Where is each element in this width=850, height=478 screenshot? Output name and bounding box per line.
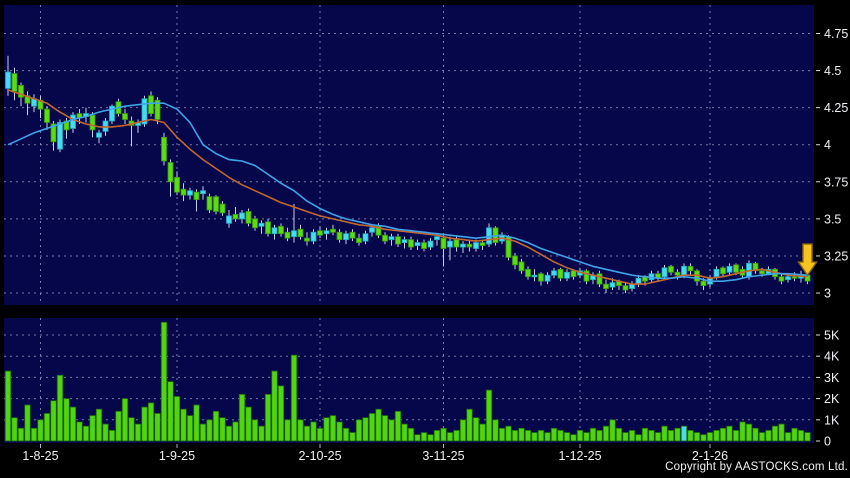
svg-text:2-1-26: 2-1-26 bbox=[692, 449, 728, 463]
svg-text:3.25: 3.25 bbox=[824, 249, 848, 263]
copyright-text: Copyright by AASTOCKS.com Ltd. bbox=[665, 461, 848, 473]
svg-text:4: 4 bbox=[824, 138, 831, 152]
svg-text:1-12-25: 1-12-25 bbox=[558, 449, 601, 463]
svg-text:1K: 1K bbox=[824, 413, 840, 427]
svg-text:3K: 3K bbox=[824, 371, 840, 385]
svg-text:4.5: 4.5 bbox=[824, 64, 841, 78]
svg-text:2-10-25: 2-10-25 bbox=[298, 449, 341, 463]
down-arrow-annotation bbox=[797, 243, 818, 277]
svg-text:0: 0 bbox=[824, 435, 831, 449]
svg-text:1-8-25: 1-8-25 bbox=[22, 449, 58, 463]
svg-text:4.25: 4.25 bbox=[824, 101, 848, 115]
gridlines bbox=[4, 5, 814, 443]
candle-bodies bbox=[5, 71, 811, 291]
svg-text:3.5: 3.5 bbox=[824, 212, 841, 226]
ma-slow-blue-line bbox=[7, 102, 808, 283]
volume-axis-labels: 5K 4K 3K 2K 1K 0 bbox=[816, 329, 840, 449]
chart-panels bbox=[4, 5, 814, 443]
svg-text:3.75: 3.75 bbox=[824, 175, 848, 189]
svg-text:1-9-25: 1-9-25 bbox=[159, 449, 195, 463]
svg-text:4K: 4K bbox=[824, 350, 840, 364]
svg-text:3: 3 bbox=[824, 287, 831, 301]
date-axis-labels: 1-8-25 1-9-25 2-10-25 3-11-25 1-12-25 2-1-26 bbox=[22, 444, 728, 463]
svg-text:5K: 5K bbox=[824, 329, 840, 343]
svg-text:2K: 2K bbox=[824, 392, 840, 406]
volume-bars bbox=[4, 321, 811, 442]
price-axis-labels: 4.75 4.5 4.25 4 3.75 3.5 3.25 3 bbox=[816, 27, 848, 301]
svg-text:3-11-25: 3-11-25 bbox=[422, 449, 464, 463]
svg-text:4.75: 4.75 bbox=[824, 27, 848, 41]
